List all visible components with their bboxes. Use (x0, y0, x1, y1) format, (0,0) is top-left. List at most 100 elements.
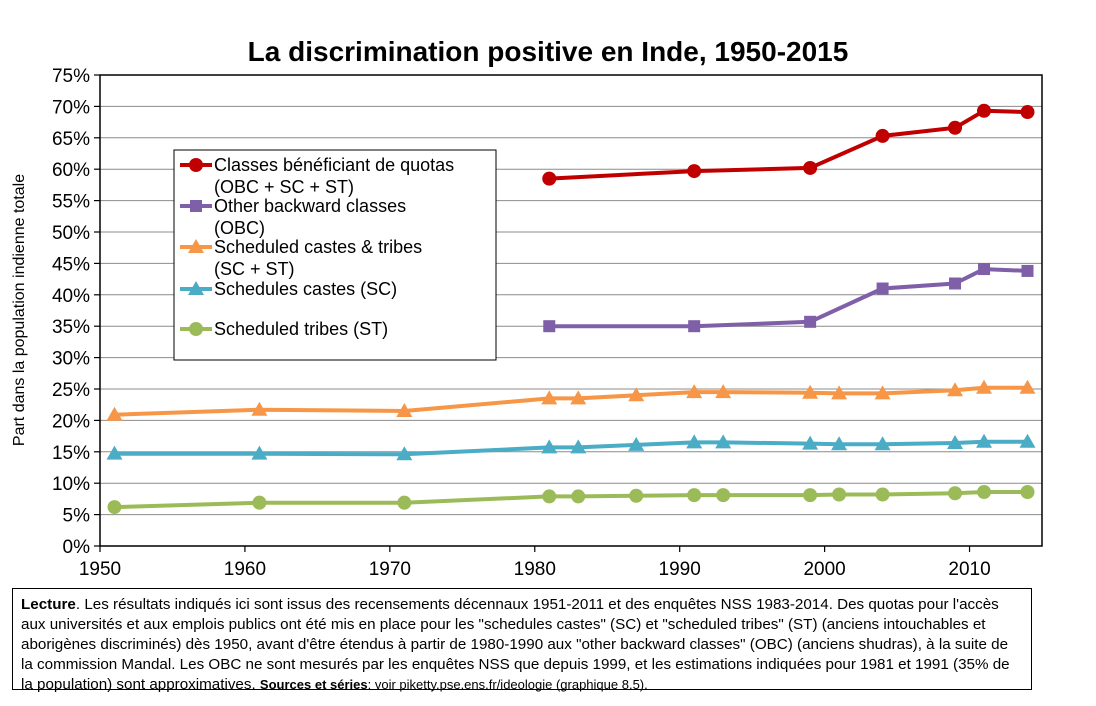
data-point (541, 390, 558, 405)
y-tick-label: 75% (52, 66, 90, 87)
data-point (628, 436, 645, 451)
data-point (715, 434, 732, 449)
data-point (687, 164, 702, 179)
x-axis-ticks: 1950 1960 1970 1980 1990 2000 2010 (79, 546, 991, 580)
data-point (949, 277, 962, 290)
data-point (570, 439, 587, 454)
data-point (875, 128, 890, 143)
data-point (803, 488, 818, 503)
data-point (803, 160, 818, 175)
data-point (977, 103, 992, 118)
series-lines (106, 103, 1036, 515)
data-point (947, 382, 964, 397)
data-point (831, 385, 848, 400)
x-tick-label: 1980 (514, 559, 556, 580)
x-tick-label: 2010 (948, 559, 990, 580)
x-tick-label: 1970 (369, 559, 411, 580)
series-1 (543, 263, 1034, 333)
data-point (1020, 484, 1035, 499)
series-4 (107, 484, 1035, 515)
data-point (542, 489, 557, 504)
legend-label: Classes bénéficiant de quotas (214, 155, 454, 175)
reading-note: Lecture. Les résultats indiqués ici sont… (12, 588, 1032, 693)
data-point (1021, 264, 1034, 277)
y-tick-label: 30% (52, 349, 90, 370)
y-tick-label: 10% (52, 474, 90, 495)
data-point (628, 387, 645, 402)
data-point (396, 402, 413, 417)
note-lecture-label: Lecture (21, 596, 76, 613)
y-tick-label: 65% (52, 129, 90, 150)
legend-label: Other backward classes (214, 196, 406, 216)
data-point (976, 379, 993, 394)
data-point (948, 120, 963, 135)
data-point (802, 435, 819, 450)
x-tick-label: 1950 (79, 559, 121, 580)
x-tick-label: 1990 (659, 559, 701, 580)
series-line (114, 439, 1028, 457)
data-point (1019, 379, 1036, 394)
data-point (876, 282, 889, 295)
legend-swatch-marker (188, 239, 204, 253)
legend-entry-4: Scheduled tribes (ST) (180, 319, 388, 339)
data-point (977, 484, 992, 499)
legend-label: (OBC + SC + ST) (214, 177, 354, 197)
legend-label: Scheduled castes & tribes (214, 237, 422, 257)
data-point (948, 486, 963, 501)
note-text: . Les résultats indiqués ici sont issus … (21, 596, 1010, 693)
data-point (106, 445, 123, 460)
data-point (106, 406, 123, 421)
plot-area-frame (99, 74, 1043, 547)
data-point (688, 320, 701, 333)
y-tick-label: 50% (52, 223, 90, 244)
data-point (1020, 105, 1035, 120)
data-point (629, 488, 644, 503)
y-tick-label: 60% (52, 160, 90, 181)
data-point (874, 436, 891, 451)
data-point (832, 487, 847, 502)
legend-swatch-marker (188, 281, 204, 295)
legend-entry-2: Scheduled castes & tribes(SC + ST) (180, 237, 422, 279)
legend-swatch-marker (189, 322, 203, 336)
y-tick-label: 20% (52, 411, 90, 432)
data-point (397, 495, 412, 510)
y-tick-label: 15% (52, 443, 90, 464)
data-point (874, 385, 891, 400)
data-point (252, 495, 267, 510)
data-point (571, 489, 586, 504)
legend-label: (SC + ST) (214, 259, 295, 279)
legend: Classes bénéficiant de quotas(OBC + SC +… (173, 149, 497, 361)
y-tick-label: 5% (63, 506, 91, 527)
line-chart: 0% 5% 10% 15% 20% 25% 30% 35% 40% 45% 50% 55% 60% 65%… (11, 66, 1043, 580)
data-point (541, 439, 558, 454)
data-point (976, 433, 993, 448)
data-point (875, 487, 890, 502)
data-point (686, 384, 703, 399)
y-tick-label: 35% (52, 317, 90, 338)
series-line (114, 385, 1028, 417)
data-point (251, 445, 268, 460)
data-point (542, 171, 557, 186)
y-axis-label: Part dans la population indienne totale (11, 174, 28, 446)
legend-entry-1: Other backward classes(OBC) (180, 196, 406, 238)
series-3 (106, 433, 1036, 461)
data-point (396, 446, 413, 461)
note-sources-label: Sources et séries (259, 677, 368, 692)
y-tick-label: 25% (52, 380, 90, 401)
data-point (716, 488, 731, 503)
series-line (114, 490, 1028, 510)
note-sources-text: : voir piketty.pse.ens.fr/ideologie (gra… (367, 677, 648, 692)
data-point (687, 488, 702, 503)
y-tick-label: 55% (52, 192, 90, 213)
data-point (715, 384, 732, 399)
data-point (978, 263, 991, 276)
series-2 (106, 379, 1036, 421)
x-tick-label: 1960 (224, 559, 266, 580)
data-point (107, 500, 122, 515)
y-tick-label: 0% (63, 537, 91, 558)
data-point (947, 435, 964, 450)
y-tick-label: 70% (52, 97, 90, 118)
legend-entry-0: Classes bénéficiant de quotas(OBC + SC +… (180, 155, 454, 197)
data-point (251, 401, 268, 416)
data-point (570, 390, 587, 405)
